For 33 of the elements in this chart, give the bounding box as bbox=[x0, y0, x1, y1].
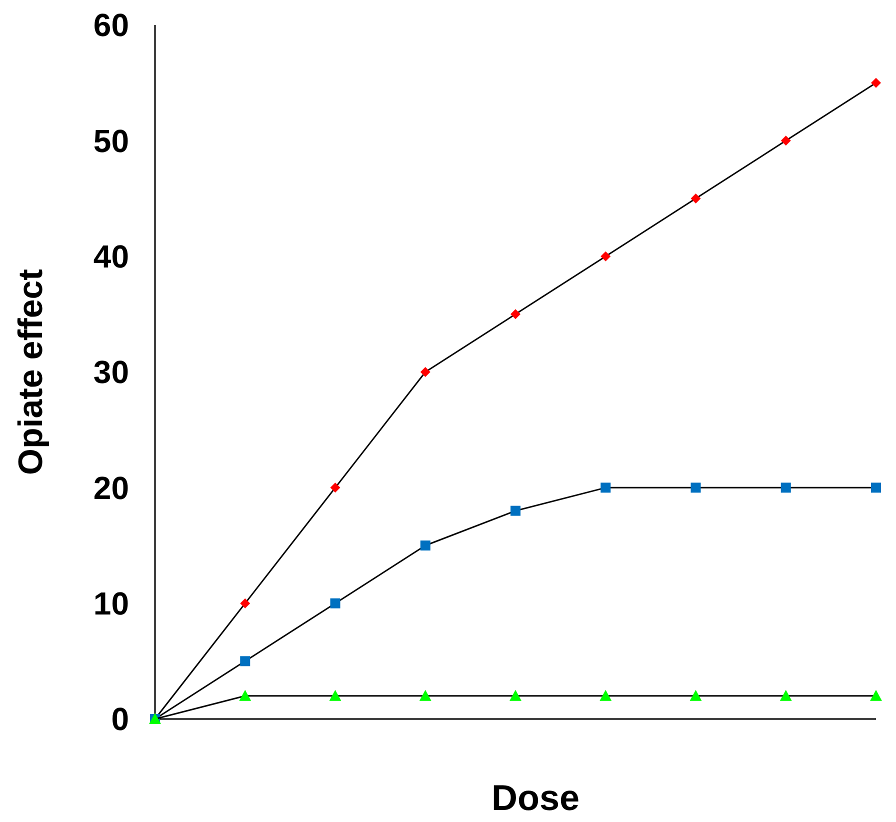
point bbox=[510, 309, 520, 320]
point bbox=[510, 506, 520, 516]
point bbox=[870, 690, 882, 701]
point bbox=[600, 251, 611, 262]
y-tick-label: 0 bbox=[111, 701, 129, 738]
y-tick-label: 10 bbox=[93, 586, 129, 622]
point bbox=[419, 690, 432, 701]
point bbox=[510, 690, 522, 701]
y-tick-label: 30 bbox=[93, 354, 129, 390]
y-tick-label: 60 bbox=[93, 7, 129, 44]
point bbox=[330, 598, 340, 608]
point bbox=[690, 690, 702, 701]
point bbox=[780, 136, 791, 146]
y-axis-title: Opiate effect bbox=[12, 269, 50, 475]
point bbox=[330, 482, 340, 493]
point bbox=[240, 656, 250, 666]
point bbox=[420, 367, 430, 377]
point bbox=[780, 690, 792, 701]
point bbox=[329, 690, 342, 701]
point bbox=[240, 598, 250, 608]
point bbox=[871, 482, 881, 493]
y-tick-label: 50 bbox=[93, 122, 129, 159]
y-tick-label: 20 bbox=[93, 470, 129, 506]
point bbox=[871, 78, 881, 88]
point bbox=[420, 540, 430, 550]
point bbox=[780, 482, 791, 493]
point bbox=[239, 690, 252, 701]
point bbox=[690, 194, 701, 204]
point bbox=[600, 690, 612, 701]
y-tick-label: 40 bbox=[93, 238, 129, 275]
point bbox=[690, 482, 701, 493]
point bbox=[600, 482, 611, 493]
x-axis-title: Dose bbox=[491, 777, 580, 818]
